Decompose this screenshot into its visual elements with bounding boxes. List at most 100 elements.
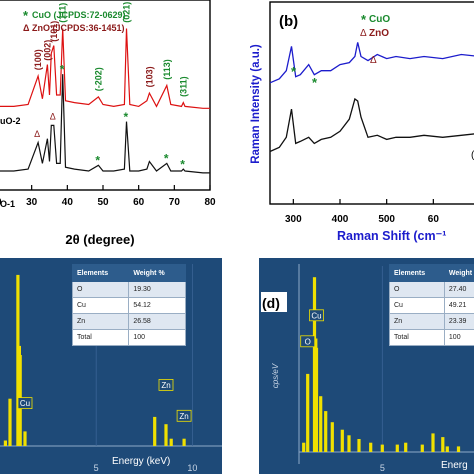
raman-series-line [269, 42, 474, 84]
xrd-peak-label: (111) [58, 3, 68, 23]
eds-peak [330, 422, 334, 452]
raman-y-axis-title: Raman Intensity (a.u.) [250, 44, 262, 164]
xrd-peak-label: (-202) [93, 67, 103, 91]
eds-peak [314, 347, 319, 452]
eds2-cell-element: Zn [389, 313, 445, 330]
eds2-header-weight: Weight [443, 264, 474, 282]
eds-peak [404, 442, 408, 452]
eds2-weight-table: Elements Weight O 27.40 Cu 49.21 Zn 23.39 T… [389, 264, 474, 346]
eds-peak [306, 373, 310, 452]
xrd-legend-zno-delta: Δ [23, 23, 30, 33]
xrd-series-line [0, 28, 210, 109]
xrd-series-line [0, 74, 210, 174]
eds-peak [324, 411, 328, 452]
eds-peak [445, 446, 449, 452]
eds1-weight-table: Elements Weight % O 19.30 Cu 54.12 Zn 26.58… [71, 264, 186, 346]
eds-peak-tag-box [300, 335, 316, 348]
raman-x-tick-label: 400 [332, 214, 349, 225]
eds2-cell-weight: 49.21 [443, 297, 474, 314]
eds1-cell-element: Total [71, 329, 130, 346]
eds1-cell-weight: 54.12 [128, 297, 186, 314]
eds-x-tick-label: 5 [94, 463, 99, 473]
xrd-cuo-star: * [95, 154, 100, 168]
xrd-legend-zno: ZnO (JCPDS:36-1451) [32, 23, 125, 33]
table-row: Cu 49.21 [389, 297, 474, 314]
xrd-cuo-star: * [180, 157, 185, 171]
eds2-cell-element: Total [389, 329, 445, 346]
xrd-x-tick-label: 50 [97, 197, 109, 208]
xrd-peak-label: (101) [49, 21, 59, 42]
raman-legend-cuo-star: * [361, 12, 367, 27]
eds2-cell-weight: 27.40 [443, 281, 474, 298]
xrd-peak-label: (103) [144, 66, 154, 87]
raman-peak-delta: Δ [370, 55, 377, 66]
eds-peak [347, 435, 351, 452]
raman-series-line [269, 97, 474, 153]
eds-peak [395, 444, 399, 452]
raman-x-tick-label: 500 [378, 214, 395, 225]
eds-peak [441, 437, 445, 452]
eds1-table-header: Elements Weight % [71, 264, 186, 282]
xrd-sample-top-label: uO-2 [0, 116, 21, 126]
xrd-x-tick-label: 20 [0, 197, 2, 208]
xrd-cuo-star: * [164, 152, 169, 166]
raman-legend-zno: ZnO [369, 28, 389, 39]
eds-peak [319, 396, 323, 452]
raman-x-axis-title: Raman Shift (cm⁻¹ [337, 229, 446, 243]
xrd-x-tick-label: 30 [26, 197, 38, 208]
xrd-zno-delta: Δ [50, 112, 56, 122]
eds-peak [420, 444, 424, 452]
eds-peak-tag: Zn [179, 412, 188, 421]
eds-x-tick-label: 5 [380, 463, 385, 473]
eds2-y-axis-title: cps/eV [271, 363, 280, 388]
eds-peak [302, 442, 306, 452]
eds-peak [357, 439, 361, 452]
xrd-cuo-star: * [124, 110, 129, 124]
xrd-peak-label: (113) [162, 59, 172, 80]
eds-panel-2: 5 CuOCu (d) cps/eV Energ Elements Weight… [259, 258, 474, 474]
eds2-table-header: Elements Weight [389, 264, 474, 282]
xrd-chart: 20 30 40 50 60 70 80 (100)(002)(101)(111) (-202… [0, 0, 216, 247]
table-row: Zn 23.39 [389, 313, 474, 330]
eds-peak [169, 438, 173, 446]
raman-trace-label: ( [471, 150, 474, 161]
eds1-cell-element: Cu [71, 297, 130, 314]
eds2-panel-tag: (d) [262, 295, 280, 311]
table-row: Cu 54.12 [71, 297, 186, 314]
xrd-peak-label: (002) [42, 40, 52, 61]
table-row: Total 100 [389, 329, 474, 346]
eds-spectrum-1: 510 CuCuZnZn Energy (keV) [0, 264, 222, 473]
eds2-cell-element: Cu [389, 297, 445, 314]
raman-legend-zno-delta: Δ [360, 28, 367, 39]
eds-peak [153, 416, 157, 446]
eds-peak-tag-box [309, 309, 324, 322]
eds2-cell-element: O [389, 281, 445, 298]
xrd-x-tick-label: 80 [204, 197, 216, 208]
eds-peak [164, 424, 168, 446]
eds1-cell-weight: 100 [128, 329, 186, 346]
eds1-x-axis-title: Energy (keV) [112, 456, 170, 467]
raman-legend-cuo: CuO [369, 14, 390, 25]
eds-peak [8, 398, 12, 446]
raman-panel: 300 400 500 60 (b) * CuO Δ ZnO * * Δ ( Rama… [237, 0, 474, 250]
eds-peak-tag: Cu [20, 399, 30, 408]
xrd-panel: 20 30 40 50 60 70 80 (100)(002)(101)(111) (-202… [0, 0, 237, 250]
table-row: O 19.30 [71, 281, 186, 298]
eds-peak [431, 433, 435, 452]
eds-peak-tag-box [158, 379, 174, 391]
eds-peak [182, 438, 186, 446]
xrd-x-axis-title: 2θ (degree) [65, 232, 134, 247]
raman-x-tick-label: 60 [428, 214, 440, 225]
xrd-legend-cuo: CuO (JCPDS:72-0629) [32, 10, 126, 20]
xrd-x-tick-label: 40 [62, 197, 74, 208]
raman-panel-tag: (b) [279, 13, 298, 30]
table-row: Zn 26.58 [71, 313, 186, 330]
xrd-peak-label: (021) [122, 2, 132, 23]
eds-peak [3, 440, 7, 446]
eds1-cell-weight: 19.30 [128, 281, 186, 298]
raman-peak-star-1: * [291, 64, 297, 79]
eds-spectrum-2: 5 CuOCu (d) cps/eV Energ [261, 258, 474, 473]
raman-chart: 300 400 500 60 (b) * CuO Δ ZnO * * Δ ( Rama… [250, 1, 474, 243]
xrd-sample-bottom-label: O-1 [0, 199, 15, 209]
raman-x-tick-label: 300 [285, 214, 302, 225]
